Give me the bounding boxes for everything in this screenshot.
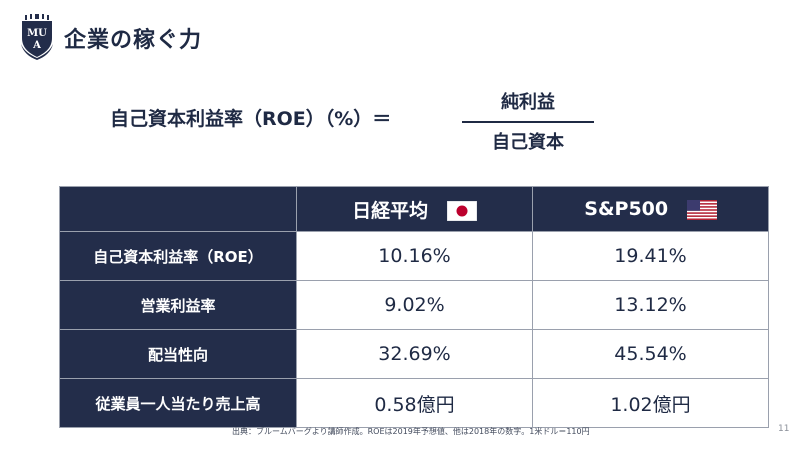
table-cell: 32.69% bbox=[296, 329, 533, 379]
table-cell: 10.16% bbox=[296, 231, 533, 281]
formula-numerator: 純利益 bbox=[501, 92, 555, 113]
row-label: 従業員一人当たり売上高 bbox=[59, 378, 297, 428]
table-header-row: 日経平均 S&P500 bbox=[59, 186, 769, 232]
table-cell: 13.12% bbox=[532, 280, 769, 330]
source-footnote: 出典：ブルームバーグより講師作成。ROEは2019年予想値、他は2018年の数字… bbox=[232, 427, 590, 436]
fraction-bar bbox=[462, 121, 594, 123]
usa-flag-icon bbox=[686, 199, 717, 220]
row-label: 営業利益率 bbox=[59, 280, 297, 330]
table-cell: 19.41% bbox=[532, 231, 769, 281]
table-row: 自己資本利益率（ROE） 10.16% 19.41% bbox=[59, 231, 769, 281]
table-cell: 0.58億円 bbox=[296, 378, 533, 428]
table-cell: 45.54% bbox=[532, 329, 769, 379]
column-header-label: S&P500 bbox=[584, 198, 669, 220]
comparison-table: 日経平均 S&P500 自己資本利益率（ROE） 10.16% 19 bbox=[59, 186, 769, 428]
row-label: 自己資本利益率（ROE） bbox=[59, 231, 297, 281]
column-header-sp500: S&P500 bbox=[532, 186, 769, 232]
table-cell: 9.02% bbox=[296, 280, 533, 330]
svg-text:MU: MU bbox=[27, 28, 47, 39]
table-row: 配当性向 32.69% 45.54% bbox=[59, 329, 769, 379]
svg-text:A: A bbox=[32, 40, 41, 51]
column-header-label: 日経平均 bbox=[352, 199, 429, 222]
shield-logo-icon: MU A bbox=[21, 14, 53, 60]
table-cell: 1.02億円 bbox=[532, 378, 769, 428]
table-row: 従業員一人当たり売上高 0.58億円 1.02億円 bbox=[59, 378, 769, 428]
column-header-nikkei: 日経平均 bbox=[296, 186, 533, 232]
header-corner-cell bbox=[59, 186, 297, 232]
logo: MU A bbox=[20, 14, 54, 60]
japan-flag-icon bbox=[446, 201, 477, 221]
row-label: 配当性向 bbox=[59, 329, 297, 379]
formula-denominator: 自己資本 bbox=[492, 132, 564, 153]
page-number: 11 bbox=[778, 424, 790, 434]
page-title: 企業の稼ぐ力 bbox=[64, 28, 203, 53]
table-row: 営業利益率 9.02% 13.12% bbox=[59, 280, 769, 330]
formula-left-side: 自己資本利益率（ROE）（%）＝ bbox=[110, 108, 392, 130]
